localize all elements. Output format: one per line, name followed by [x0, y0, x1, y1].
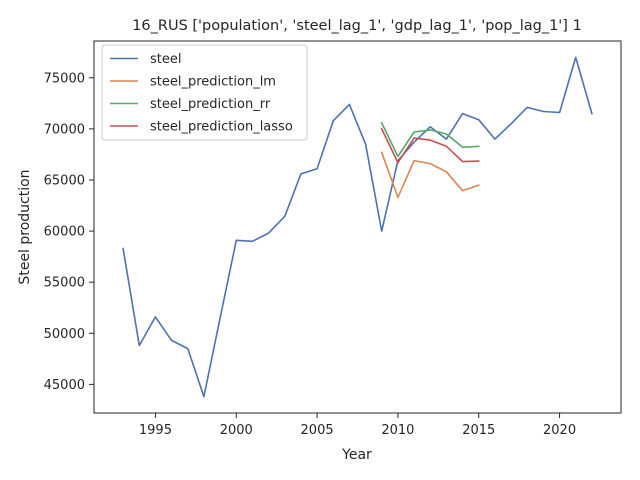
x-tick-label: 2010 [381, 423, 414, 438]
series-line-steel [122, 56, 593, 398]
x-tick-label: 2000 [220, 423, 253, 438]
legend-label-steel-prediction-rr: steel_prediction_rr [150, 97, 271, 112]
y-tick-label: 50000 [44, 327, 85, 342]
series-line-steel-prediction-rr [380, 121, 480, 158]
x-tick-label: 2015 [462, 423, 495, 438]
x-tick-label: 2020 [543, 423, 576, 438]
series-line-steel-prediction-lm [380, 151, 480, 199]
legend-label-steel-prediction-lm: steel_prediction_lm [150, 75, 276, 90]
legend-box [101, 44, 308, 141]
x-tick-label: 2005 [301, 423, 334, 438]
y-tick-label: 65000 [44, 173, 85, 188]
y-tick-label: 75000 [44, 71, 85, 86]
axes-frame [93, 40, 622, 414]
y-tick-label: 70000 [44, 122, 85, 137]
y-tick-label: 55000 [44, 276, 85, 291]
y-axis-label: Steel production [17, 169, 33, 284]
x-axis-label: Year [341, 447, 372, 463]
x-tick-label: 1995 [139, 423, 172, 438]
legend-label-steel-prediction-lasso: steel_prediction_lasso [150, 120, 293, 135]
legend: steel steel_prediction_lm steel_prediction… [101, 44, 308, 141]
plot-area: 1995 2000 2005 2010 2015 2020 45000 50000 55000 6… [44, 40, 622, 438]
legend-label-steel: steel [150, 52, 181, 67]
chart-title: 16_RUS ['population', 'steel_lag_1', 'gd… [132, 18, 582, 34]
y-tick-label: 60000 [44, 225, 85, 240]
y-tick-label: 45000 [44, 378, 85, 393]
series-line-steel-prediction-lasso [380, 127, 480, 164]
